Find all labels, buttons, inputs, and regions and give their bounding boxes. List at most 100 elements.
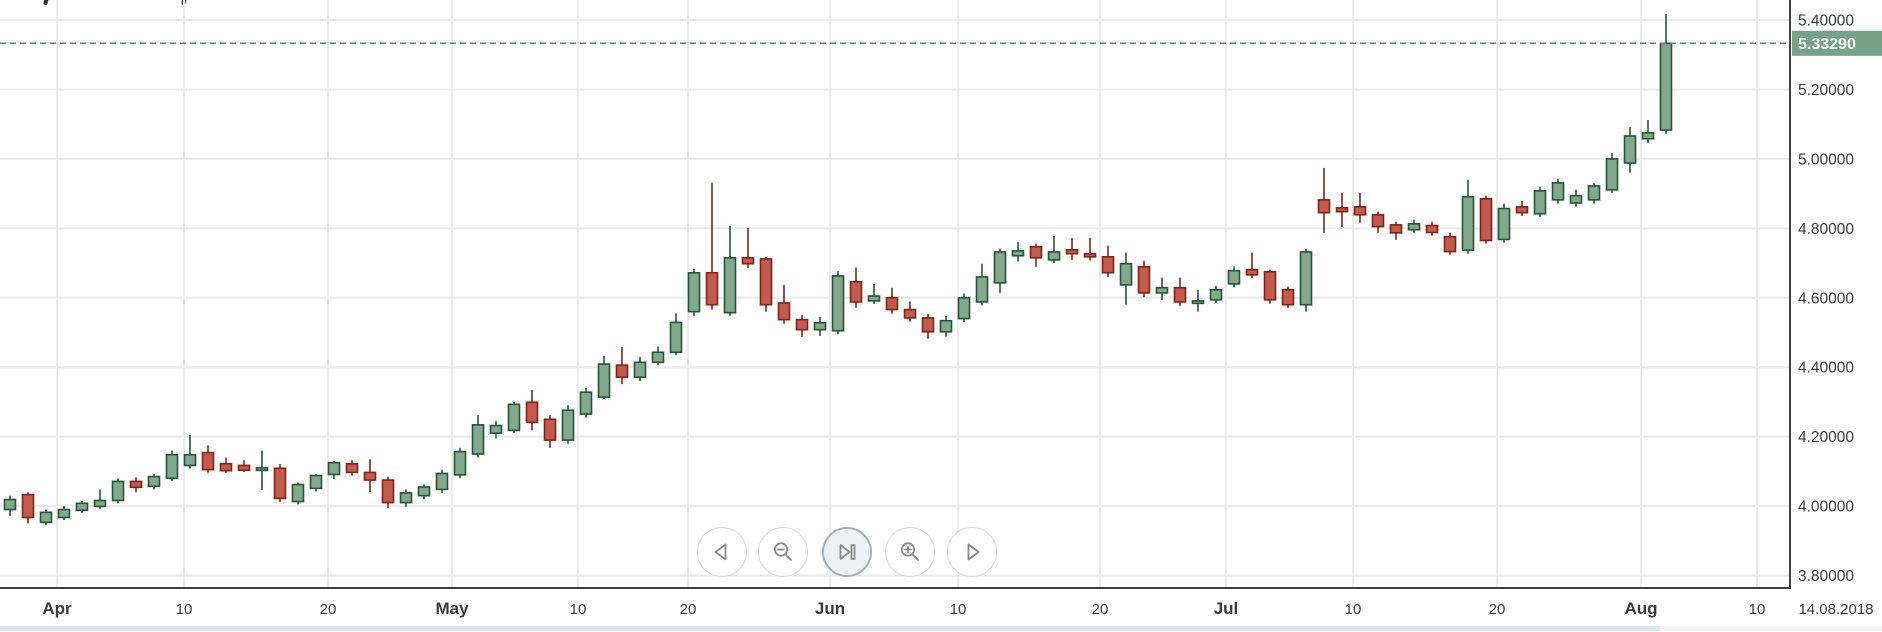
candle-body xyxy=(849,280,863,303)
candle-body xyxy=(417,486,431,497)
time-tick-label: 20 xyxy=(1489,601,1506,618)
candle-body xyxy=(129,480,143,489)
candle-body xyxy=(543,418,557,441)
zoom-out-button[interactable] xyxy=(758,527,808,577)
candle-body xyxy=(453,450,467,476)
candle-body xyxy=(3,498,17,511)
candle-body xyxy=(183,453,197,467)
zoom-in-button[interactable] xyxy=(885,527,935,577)
time-tick-label: 10 xyxy=(176,601,193,618)
candle-body xyxy=(21,493,35,519)
candle-body xyxy=(1443,235,1457,253)
candle-body xyxy=(507,403,521,432)
candle-body xyxy=(561,409,575,441)
candle-body xyxy=(291,483,305,503)
time-tick-label: 10 xyxy=(1749,601,1766,618)
candle-body xyxy=(921,317,935,333)
price-tick-label: 3.80000 xyxy=(1798,568,1854,585)
candle-body xyxy=(57,508,71,519)
price-tick-label: 4.20000 xyxy=(1798,429,1854,446)
price-tick-label: 5.20000 xyxy=(1798,82,1854,99)
candle-body xyxy=(1281,288,1295,306)
candle-body xyxy=(399,492,413,504)
last-price-badge-label: 5.33290 xyxy=(1798,36,1856,53)
candle-body xyxy=(885,296,899,311)
candle-body xyxy=(39,511,53,524)
candle-body xyxy=(957,296,971,320)
candle-body xyxy=(1389,224,1403,234)
candle-body xyxy=(1371,213,1385,228)
time-tick-label: 10 xyxy=(570,601,587,618)
candle-body xyxy=(1299,251,1313,306)
time-tick-label: Jul xyxy=(1214,599,1239,618)
candle-body xyxy=(435,472,449,491)
candle-body xyxy=(1317,199,1331,214)
candle-body xyxy=(741,257,755,265)
time-tick-label: 10 xyxy=(950,601,967,618)
current-date-label: 14.08.2018 xyxy=(1798,601,1873,618)
price-tick-label: 4.80000 xyxy=(1798,221,1854,238)
candle-body xyxy=(633,361,647,379)
candle-body xyxy=(165,453,179,480)
candle-body xyxy=(1029,245,1043,259)
time-tick-label: 20 xyxy=(1092,601,1109,618)
candle-body xyxy=(813,321,827,331)
candle-body xyxy=(1173,286,1187,303)
candle-body xyxy=(147,475,161,488)
pan-left-button[interactable] xyxy=(697,527,747,577)
candle-body xyxy=(363,471,377,481)
candle-body xyxy=(1623,135,1637,164)
candle-body xyxy=(1533,190,1547,215)
candle-body xyxy=(1605,158,1619,191)
jump-to-latest-button[interactable] xyxy=(822,527,872,577)
candle-body xyxy=(993,251,1007,284)
candle-body xyxy=(1641,132,1655,140)
candle-body xyxy=(795,318,809,331)
candle-body xyxy=(75,502,89,512)
candle-body xyxy=(669,321,683,354)
candle-body xyxy=(1551,182,1565,201)
candle-body xyxy=(1587,185,1601,201)
candle-body xyxy=(1119,262,1133,286)
candle-body xyxy=(651,351,665,364)
last-price-badge xyxy=(1792,30,1882,56)
candle-body xyxy=(1353,205,1367,216)
scrollbar-thumb[interactable] xyxy=(0,626,1660,631)
time-tick-label: May xyxy=(435,599,469,618)
candle-body xyxy=(597,363,611,398)
candle-body xyxy=(111,480,125,502)
candle-body xyxy=(1011,250,1025,257)
candle-body xyxy=(1461,195,1475,251)
chart-nav-toolbar xyxy=(697,527,997,577)
candle-body xyxy=(975,276,989,303)
price-tick-label: 4.60000 xyxy=(1798,290,1854,307)
candle-body xyxy=(1263,270,1277,301)
candle-body xyxy=(723,257,737,314)
candle-body xyxy=(525,401,539,424)
candle-body xyxy=(1047,251,1061,261)
candle-body xyxy=(1479,198,1493,242)
candle-body xyxy=(255,467,269,472)
pan-right-button[interactable] xyxy=(947,527,997,577)
time-tick-label: Jun xyxy=(815,599,845,618)
candle-body xyxy=(705,271,719,306)
candle-body xyxy=(201,451,215,471)
candle-body xyxy=(1245,268,1259,276)
time-tick-label: Apr xyxy=(42,599,72,618)
candle-body xyxy=(777,302,791,321)
candle-body xyxy=(273,467,287,500)
time-tick-label: 20 xyxy=(320,601,337,618)
candle-body xyxy=(471,424,485,455)
horizontal-scrollbar[interactable] xyxy=(0,626,1882,631)
magnifier-minus-icon xyxy=(773,542,792,561)
candle-body xyxy=(1335,207,1349,213)
candle-body xyxy=(1155,286,1169,294)
price-tick-label: 4.40000 xyxy=(1798,360,1854,377)
candle-body xyxy=(219,462,233,472)
price-tick-label: 5.40000 xyxy=(1798,13,1854,30)
candle-body xyxy=(327,461,341,476)
candle-body xyxy=(309,474,323,490)
candle-body xyxy=(381,479,395,504)
